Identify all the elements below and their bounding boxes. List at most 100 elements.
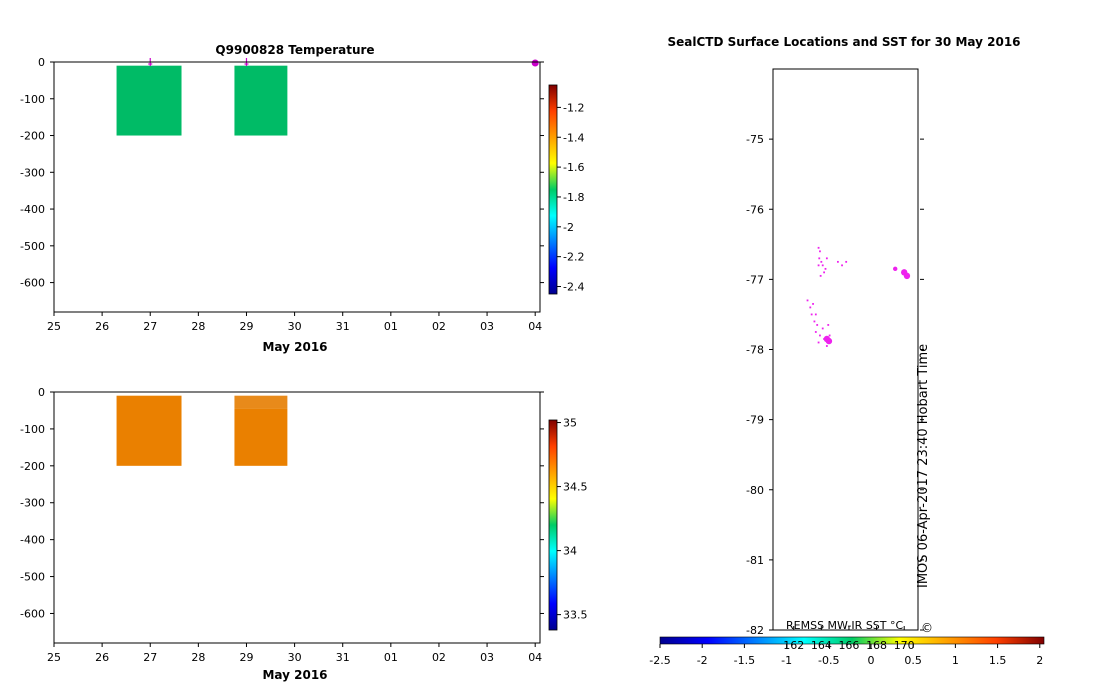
location-point (825, 345, 828, 347)
x-tick-label: 01 (384, 320, 398, 333)
location-point (806, 299, 809, 302)
salinity-panel: 0 -100 -200 -300 -400 -500 -600 25 26 27 28 29 30 31… (20, 386, 587, 682)
location-point (816, 324, 819, 326)
x-tick-label: 02 (432, 651, 446, 664)
colorbar-gradient (548, 419, 558, 631)
location-point (824, 267, 827, 270)
y-tick-label: -400 (20, 534, 45, 547)
sst-colorbar-tick-label: -1 (781, 654, 792, 667)
y-tick-label: -200 (20, 460, 45, 473)
location-point (814, 313, 817, 316)
sst-colorbar-tick-label: -2.5 (649, 654, 670, 667)
location-point (825, 257, 828, 260)
colorbar-tick-label: 34 (563, 545, 577, 558)
profile-cell (116, 65, 182, 136)
y-tick-label: -500 (20, 240, 45, 253)
location-point (823, 335, 831, 343)
map-frame (772, 68, 919, 631)
lat-tick-label: -75 (746, 133, 764, 146)
x-tick-label: 01 (384, 651, 398, 664)
location-point (819, 250, 821, 253)
x-tick-label: 03 (480, 651, 494, 664)
location-point (819, 274, 822, 277)
colorbar-tick-label: -2.4 (563, 281, 584, 294)
x-tick-label: 31 (336, 651, 350, 664)
location-point (813, 320, 816, 323)
location-point (837, 260, 839, 263)
x-tick-label: 30 (288, 320, 302, 333)
sst-colorbar-tick-label: 0 (867, 654, 874, 667)
y-tick-label: -100 (20, 93, 45, 106)
lon-tick-label: 162 (783, 639, 804, 652)
y-tick-label: -600 (20, 607, 45, 620)
sst-colorbar-tick-label: -0.5 (818, 654, 839, 667)
map-surface-locations (806, 246, 911, 347)
x-tick-label: 29 (239, 651, 253, 664)
x-tick-label: 25 (47, 320, 61, 333)
sst-colorbar (659, 636, 1045, 645)
salinity-profiles (116, 395, 288, 466)
colorbar-tick-label: 35 (563, 417, 577, 430)
x-tick-label: 28 (191, 651, 205, 664)
location-point (810, 313, 813, 316)
sst-colorbar-tick-label: 0.5 (904, 654, 922, 667)
location-point (817, 264, 820, 267)
location-point (820, 260, 823, 263)
y-tick-label: 0 (38, 56, 45, 69)
map-title: SealCTD Surface Locations and SST for 30… (667, 35, 1020, 49)
lat-tick-label: -77 (746, 273, 764, 286)
sst-colorbar-tick-label: -1.5 (734, 654, 755, 667)
x-tick-label: 26 (95, 320, 109, 333)
x-tick-label: 30 (288, 651, 302, 664)
y-tick-label: -100 (20, 423, 45, 436)
sst-colorbar-tick-label: 2 (1036, 654, 1043, 667)
location-point (817, 341, 820, 344)
colorbar-tick-label: -2 (563, 221, 574, 234)
location-point (817, 246, 820, 249)
lat-tick-label: -81 (746, 554, 764, 567)
location-point (828, 334, 831, 337)
x-tick-label: 27 (143, 320, 157, 333)
y-tick-label: -300 (20, 166, 45, 179)
colorbar-tick-label: 34.5 (563, 481, 588, 494)
y-tick-label: -400 (20, 203, 45, 216)
lon-tick-label: 168 (866, 639, 887, 652)
x-tick-label: 02 (432, 320, 446, 333)
lon-tick-label: 170 (894, 639, 915, 652)
temperature-plot-frame (53, 61, 541, 313)
x-tick-label: 04 (528, 651, 542, 664)
sst-colorbar-tick-label: 1.5 (989, 654, 1007, 667)
colorbar-tick-label: -1.2 (563, 101, 584, 114)
temperature-x-ticks: 25 26 27 28 29 30 31 01 02 03 04 (47, 312, 542, 333)
profile-cell (234, 65, 288, 136)
x-tick-label: 03 (480, 320, 494, 333)
lat-tick-label: -79 (746, 414, 764, 427)
colorbar-gradient (548, 84, 558, 295)
x-tick-label: 26 (95, 651, 109, 664)
colorbar-tick-label: -1.8 (563, 191, 584, 204)
x-tick-label: 29 (239, 320, 253, 333)
temperature-y-ticks: 0 -100 -200 -300 -400 -500 -600 (20, 56, 544, 290)
colorbar-tick-label: -1.6 (563, 161, 584, 174)
colorbar-tick-label: 33.5 (563, 609, 588, 622)
surface-marker (531, 59, 539, 67)
colorbar-tick-label: -1.4 (563, 131, 584, 144)
y-tick-label: 0 (38, 386, 45, 399)
location-point (818, 257, 821, 260)
temperature-title: Q9900828 Temperature (215, 43, 374, 57)
profile-cell (234, 395, 288, 409)
copyright-symbol: © (921, 621, 933, 635)
lat-tick-label: -80 (746, 484, 764, 497)
location-point (821, 327, 824, 330)
location-point (814, 331, 817, 333)
lon-tick-label: 166 (838, 639, 859, 652)
location-point (821, 264, 824, 267)
location-point (827, 324, 830, 326)
salinity-y-ticks: 0 -100 -200 -300 -400 -500 -600 (20, 386, 544, 620)
lat-tick-label: -82 (746, 624, 764, 637)
y-tick-label: -300 (20, 497, 45, 510)
x-tick-label: 27 (143, 651, 157, 664)
salinity-colorbar: 35 34.5 34 33.5 (548, 417, 588, 631)
x-tick-label: 28 (191, 320, 205, 333)
